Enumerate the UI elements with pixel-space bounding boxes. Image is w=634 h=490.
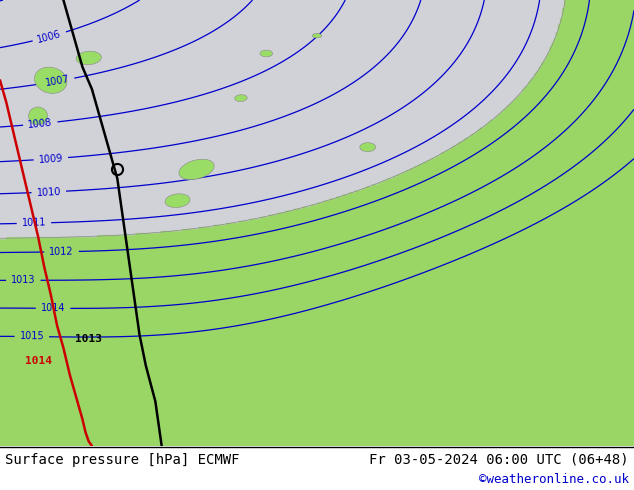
Ellipse shape [29, 107, 48, 125]
Text: ©weatheronline.co.uk: ©weatheronline.co.uk [479, 473, 629, 487]
Ellipse shape [235, 95, 247, 101]
Ellipse shape [34, 67, 67, 94]
Text: 1007: 1007 [44, 74, 70, 88]
Text: 1013: 1013 [75, 334, 102, 344]
Ellipse shape [179, 159, 214, 180]
Text: 1008: 1008 [28, 118, 53, 130]
Text: Fr 03-05-2024 06:00 UTC (06+48): Fr 03-05-2024 06:00 UTC (06+48) [370, 453, 629, 467]
Text: 1009: 1009 [38, 153, 63, 165]
Ellipse shape [359, 143, 375, 151]
Text: 1010: 1010 [36, 186, 61, 197]
Ellipse shape [165, 194, 190, 208]
Ellipse shape [260, 50, 273, 57]
Ellipse shape [312, 33, 321, 38]
Text: 1015: 1015 [20, 331, 44, 342]
Text: 1014: 1014 [41, 303, 65, 314]
Text: Surface pressure [hPa] ECMWF: Surface pressure [hPa] ECMWF [5, 453, 240, 467]
Text: 1014: 1014 [25, 356, 51, 366]
Text: 1011: 1011 [22, 218, 46, 228]
Ellipse shape [76, 51, 101, 65]
Text: 1013: 1013 [11, 275, 36, 285]
Text: 1006: 1006 [36, 28, 63, 45]
Text: 1012: 1012 [49, 246, 74, 257]
